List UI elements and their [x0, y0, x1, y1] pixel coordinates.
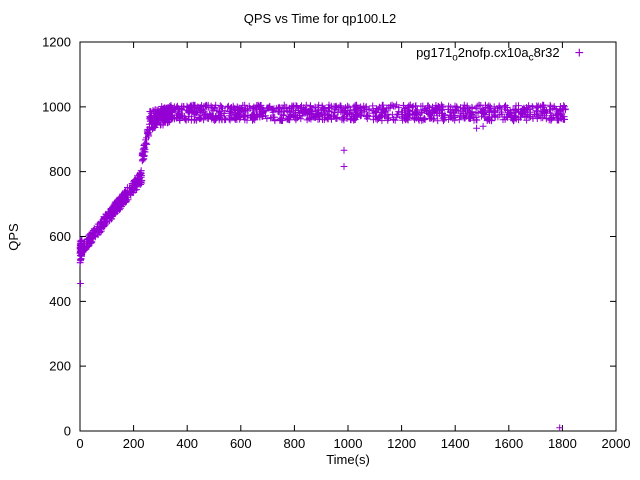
legend-text-part: 8r32: [533, 45, 560, 60]
y-tick-label: 200: [49, 359, 71, 374]
y-tick-label: 1200: [42, 35, 71, 50]
y-tick-label: 400: [49, 294, 71, 309]
legend-text-part: 2nofp.cx10a: [457, 45, 529, 60]
x-axis-label: Time(s): [326, 452, 370, 467]
chart-title: QPS vs Time for qp100.L2: [243, 11, 397, 26]
x-tick-label: 0: [76, 436, 83, 451]
legend-text-part: pg171: [416, 45, 453, 60]
x-tick-label: 800: [284, 436, 306, 451]
x-tick-label: 1800: [548, 436, 577, 451]
legend-subscript: o: [452, 52, 458, 64]
y-tick-label: 0: [64, 424, 71, 439]
x-tick-label: 1200: [387, 436, 416, 451]
x-tick-label: 1600: [494, 436, 523, 451]
scatter-points: [76, 101, 569, 432]
x-tick-label: 1400: [441, 436, 470, 451]
y-tick-label: 1000: [42, 99, 71, 114]
y-tick-label: 800: [49, 164, 71, 179]
x-tick-label: 200: [123, 436, 145, 451]
x-tick-label: 2000: [602, 436, 631, 451]
x-tick-label: 1000: [334, 436, 363, 451]
legend: pg171o2nofp.cx10ac8r32 +: [416, 45, 584, 64]
x-tick-label: 600: [230, 436, 252, 451]
y-tick-label: 600: [49, 229, 71, 244]
legend-label: pg171o2nofp.cx10ac8r32: [416, 45, 560, 64]
x-tick-label: 400: [176, 436, 198, 451]
legend-subscript: c: [528, 52, 534, 64]
legend-plus-marker: +: [574, 45, 584, 63]
